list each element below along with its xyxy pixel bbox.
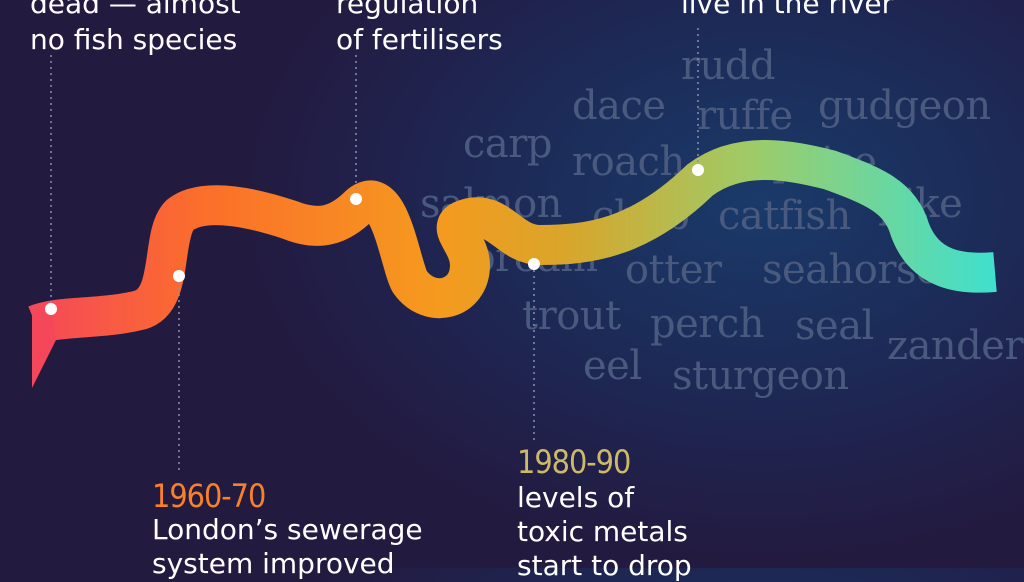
species-word: trout	[522, 293, 621, 339]
species-word: seal	[795, 303, 874, 349]
milestone-dot	[692, 164, 704, 176]
caption-line: regulation	[336, 0, 479, 20]
river-timeline-graphic	[28, 28, 997, 470]
caption-line: dead — almost	[30, 0, 241, 20]
species-word: roach	[572, 139, 685, 185]
river-mouth	[32, 306, 56, 388]
species-word: ruffe	[697, 93, 793, 139]
species-word: eel	[583, 343, 642, 389]
species-word: otter	[625, 247, 722, 293]
species-word: perch	[650, 301, 765, 347]
species-word: sturgeon	[672, 353, 849, 399]
caption-year: 1960-70	[152, 477, 266, 515]
milestone-dot	[173, 270, 185, 282]
caption-line: start to drop	[517, 549, 692, 582]
species-word: zander	[887, 323, 1024, 369]
caption-line: toxic metals	[517, 515, 688, 548]
milestone-dot	[45, 303, 57, 315]
species-word: dace	[572, 83, 666, 129]
caption-year: 1980-90	[517, 443, 631, 481]
species-word: gudgeon	[818, 83, 991, 129]
species-word: carp	[463, 121, 552, 167]
river-path	[28, 140, 997, 344]
milestone-dot	[350, 193, 362, 205]
caption-line: levels of	[517, 481, 635, 514]
caption-line: London’s sewerage	[152, 513, 423, 546]
species-word: catfish	[718, 193, 851, 239]
caption-line: no fish species	[30, 23, 238, 56]
species-word: rudd	[681, 43, 776, 89]
caption-line: of fertilisers	[336, 23, 503, 56]
caption-line: system improved	[152, 547, 395, 580]
caption-line: live in the river	[681, 0, 894, 20]
milestone-dot	[528, 258, 540, 270]
